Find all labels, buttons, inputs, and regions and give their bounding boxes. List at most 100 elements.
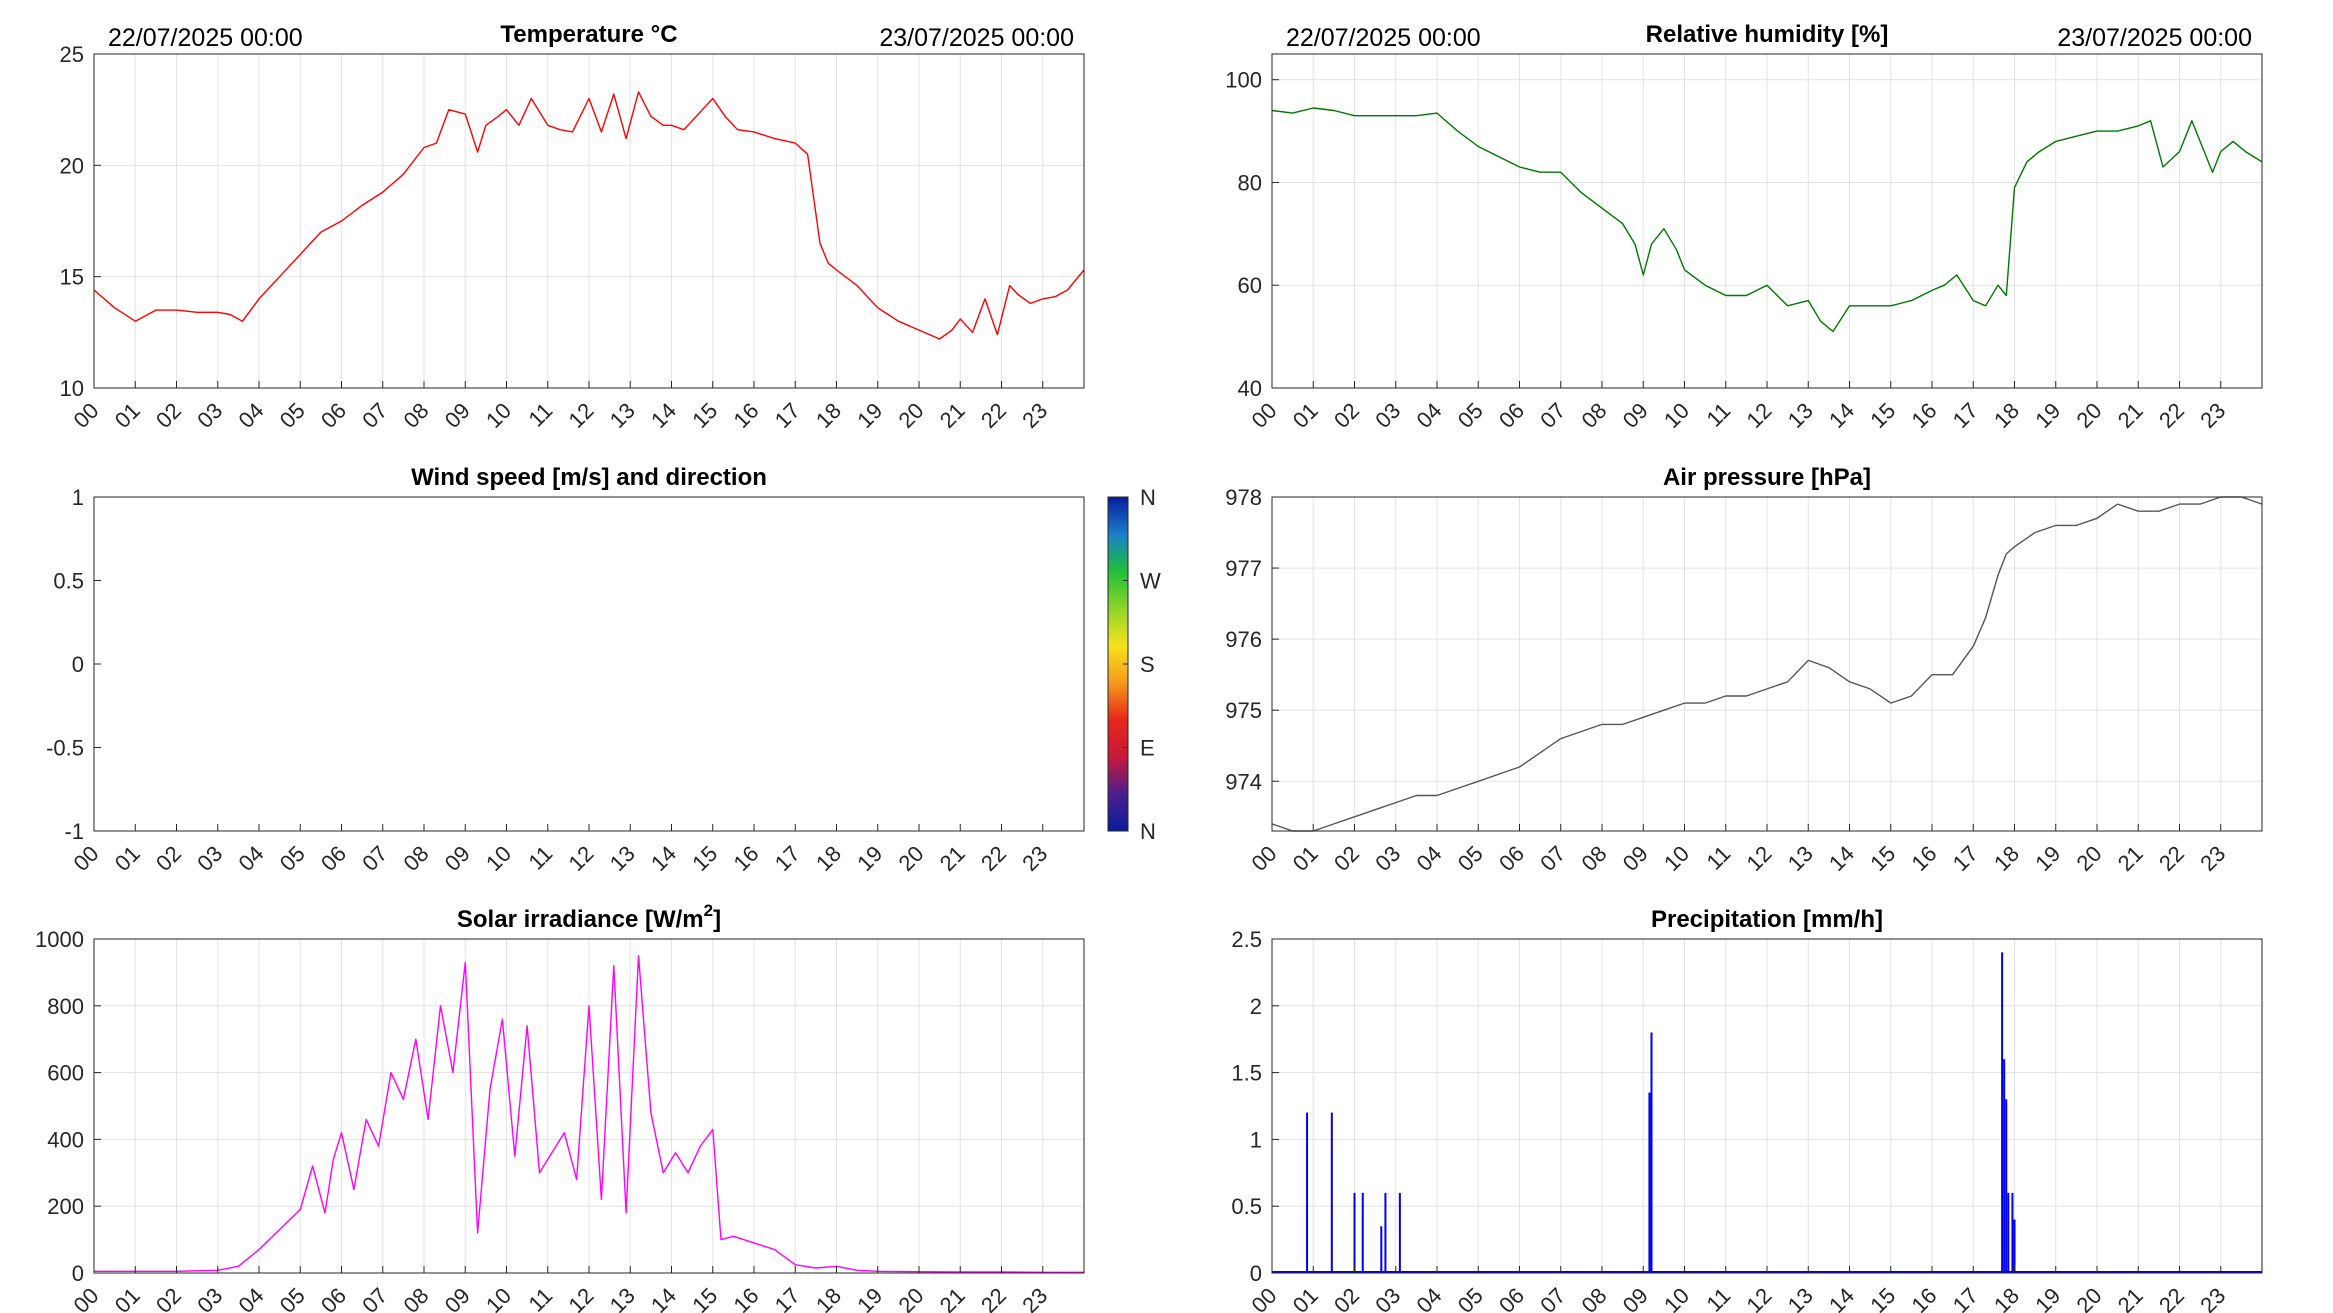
chart-title: Wind speed [m/s] and direction — [411, 464, 767, 491]
x-tick-label: 08 — [399, 1283, 434, 1313]
x-tick-label: 05 — [1453, 398, 1488, 433]
x-tick-label: 13 — [1783, 841, 1818, 876]
x-tick-label: 09 — [1618, 1283, 1653, 1313]
x-tick-label: 09 — [1618, 841, 1653, 876]
x-tick-label: 15 — [1865, 398, 1900, 433]
x-tick-label: 09 — [1618, 398, 1653, 433]
series-line-temperature — [93, 91, 1085, 340]
x-tick-label: 17 — [1948, 398, 1983, 433]
x-tick-label: 14 — [1824, 1283, 1859, 1313]
x-tick-label: 10 — [1659, 841, 1694, 876]
y-tick-label: 978 — [1225, 485, 1262, 510]
start-date-label: 22/07/2025 00:00 — [1286, 24, 1481, 52]
chart-title: Air pressure [hPa] — [1663, 464, 1871, 491]
x-tick-label: 17 — [1948, 1283, 1983, 1313]
x-tick-label: 19 — [2030, 1283, 2065, 1313]
x-tick-label: 03 — [192, 841, 227, 876]
x-tick-label: 22 — [976, 1283, 1011, 1313]
x-tick-label: 00 — [1247, 1283, 1282, 1313]
x-tick-label: 00 — [69, 1283, 104, 1313]
y-tick-label: 2.5 — [1231, 927, 1262, 952]
chart-title: Temperature °C — [500, 21, 677, 48]
x-tick-label: 01 — [1288, 1283, 1323, 1313]
x-tick-label: 08 — [1577, 841, 1612, 876]
x-tick-label: 18 — [1989, 1283, 2024, 1313]
x-tick-label: 14 — [1824, 841, 1859, 876]
x-tick-label: 01 — [1288, 841, 1323, 876]
y-tick-label: 40 — [1238, 376, 1262, 401]
panel-precip: 00 01 02 03 04 05 06 07 08 09 10 11 12 13 14 15 16 17 18 19… — [1231, 906, 2263, 1313]
x-tick-label: 12 — [1742, 398, 1777, 433]
x-tick-label: 20 — [894, 398, 929, 433]
x-tick-label: 03 — [1370, 1283, 1405, 1313]
chart-title: Relative humidity [%] — [1646, 21, 1889, 48]
x-tick-label: 16 — [729, 398, 764, 433]
x-tick-label: 07 — [357, 841, 392, 876]
end-date-label: 23/07/2025 00:00 — [879, 24, 1074, 52]
x-tick-label: 07 — [1535, 841, 1570, 876]
x-tick-label: 06 — [1494, 398, 1529, 433]
x-tick-label: 09 — [440, 1283, 475, 1313]
y-tick-label: 976 — [1225, 627, 1262, 652]
x-tick-label: 18 — [811, 841, 846, 876]
y-tick-label: 1000 — [35, 927, 84, 952]
x-tick-label: 20 — [894, 841, 929, 876]
x-tick-label: 21 — [935, 1283, 970, 1313]
x-tick-label: 15 — [1865, 1283, 1900, 1313]
x-tick-label: 08 — [399, 841, 434, 876]
x-tick-label: 10 — [481, 1283, 516, 1313]
y-tick-label: 800 — [47, 994, 84, 1019]
x-tick-label: 13 — [605, 398, 640, 433]
x-tick-label: 08 — [399, 398, 434, 433]
x-tick-label: 10 — [1659, 398, 1694, 433]
x-tick-label: 20 — [2072, 1283, 2107, 1313]
x-tick-label: 06 — [1494, 1283, 1529, 1313]
x-tick-label: 06 — [316, 841, 351, 876]
colorbar-label: N — [1140, 819, 1156, 844]
y-tick-label: 2 — [1250, 994, 1262, 1019]
x-tick-label: 13 — [605, 841, 640, 876]
x-tick-label: 21 — [2113, 398, 2148, 433]
x-tick-label: 05 — [275, 841, 310, 876]
plot-area — [94, 497, 1084, 831]
y-tick-label: 974 — [1225, 769, 1262, 794]
y-tick-label: 80 — [1238, 170, 1262, 195]
x-tick-label: 11 — [523, 398, 557, 432]
x-tick-label: 12 — [1742, 1283, 1777, 1313]
y-tick-label: 15 — [60, 265, 84, 290]
colorbar-label: N — [1140, 485, 1156, 510]
series-line-humidity — [1271, 107, 2263, 333]
y-tick-label: -1 — [64, 819, 84, 844]
x-tick-label: 19 — [2030, 398, 2065, 433]
x-tick-label: 13 — [1783, 1283, 1818, 1313]
y-tick-label: -0.5 — [46, 736, 84, 761]
y-tick-label: 600 — [47, 1061, 84, 1086]
x-tick-label: 12 — [564, 398, 599, 433]
x-tick-label: 11 — [523, 1283, 557, 1313]
x-tick-label: 20 — [2072, 841, 2107, 876]
grid — [1271, 496, 2262, 831]
y-tick-label: 60 — [1238, 273, 1262, 298]
x-tick-label: 01 — [1288, 398, 1323, 433]
x-tick-label: 12 — [564, 841, 599, 876]
x-tick-label: 00 — [1247, 398, 1282, 433]
x-tick-label: 05 — [1453, 1283, 1488, 1313]
x-tick-label: 19 — [852, 398, 887, 433]
x-tick-label: 17 — [770, 398, 805, 433]
x-tick-label: 02 — [151, 398, 186, 433]
x-tick-label: 23 — [1017, 1283, 1052, 1313]
chart-title: Precipitation [mm/h] — [1651, 906, 1883, 933]
series-line-pressure — [1271, 496, 2263, 832]
x-tick-label: 02 — [151, 1283, 186, 1313]
x-tick-label: 06 — [316, 1283, 351, 1313]
x-tick-label: 18 — [1989, 398, 2024, 433]
x-tick-label: 22 — [976, 398, 1011, 433]
x-tick-label: 16 — [729, 841, 764, 876]
x-tick-label: 03 — [192, 1283, 227, 1313]
x-tick-label: 01 — [110, 398, 145, 433]
y-tick-label: 0 — [1250, 1261, 1262, 1286]
y-tick-label: 10 — [60, 376, 84, 401]
x-tick-label: 14 — [646, 1283, 681, 1313]
x-tick-label: 00 — [69, 398, 104, 433]
y-tick-label: 1 — [72, 485, 84, 510]
